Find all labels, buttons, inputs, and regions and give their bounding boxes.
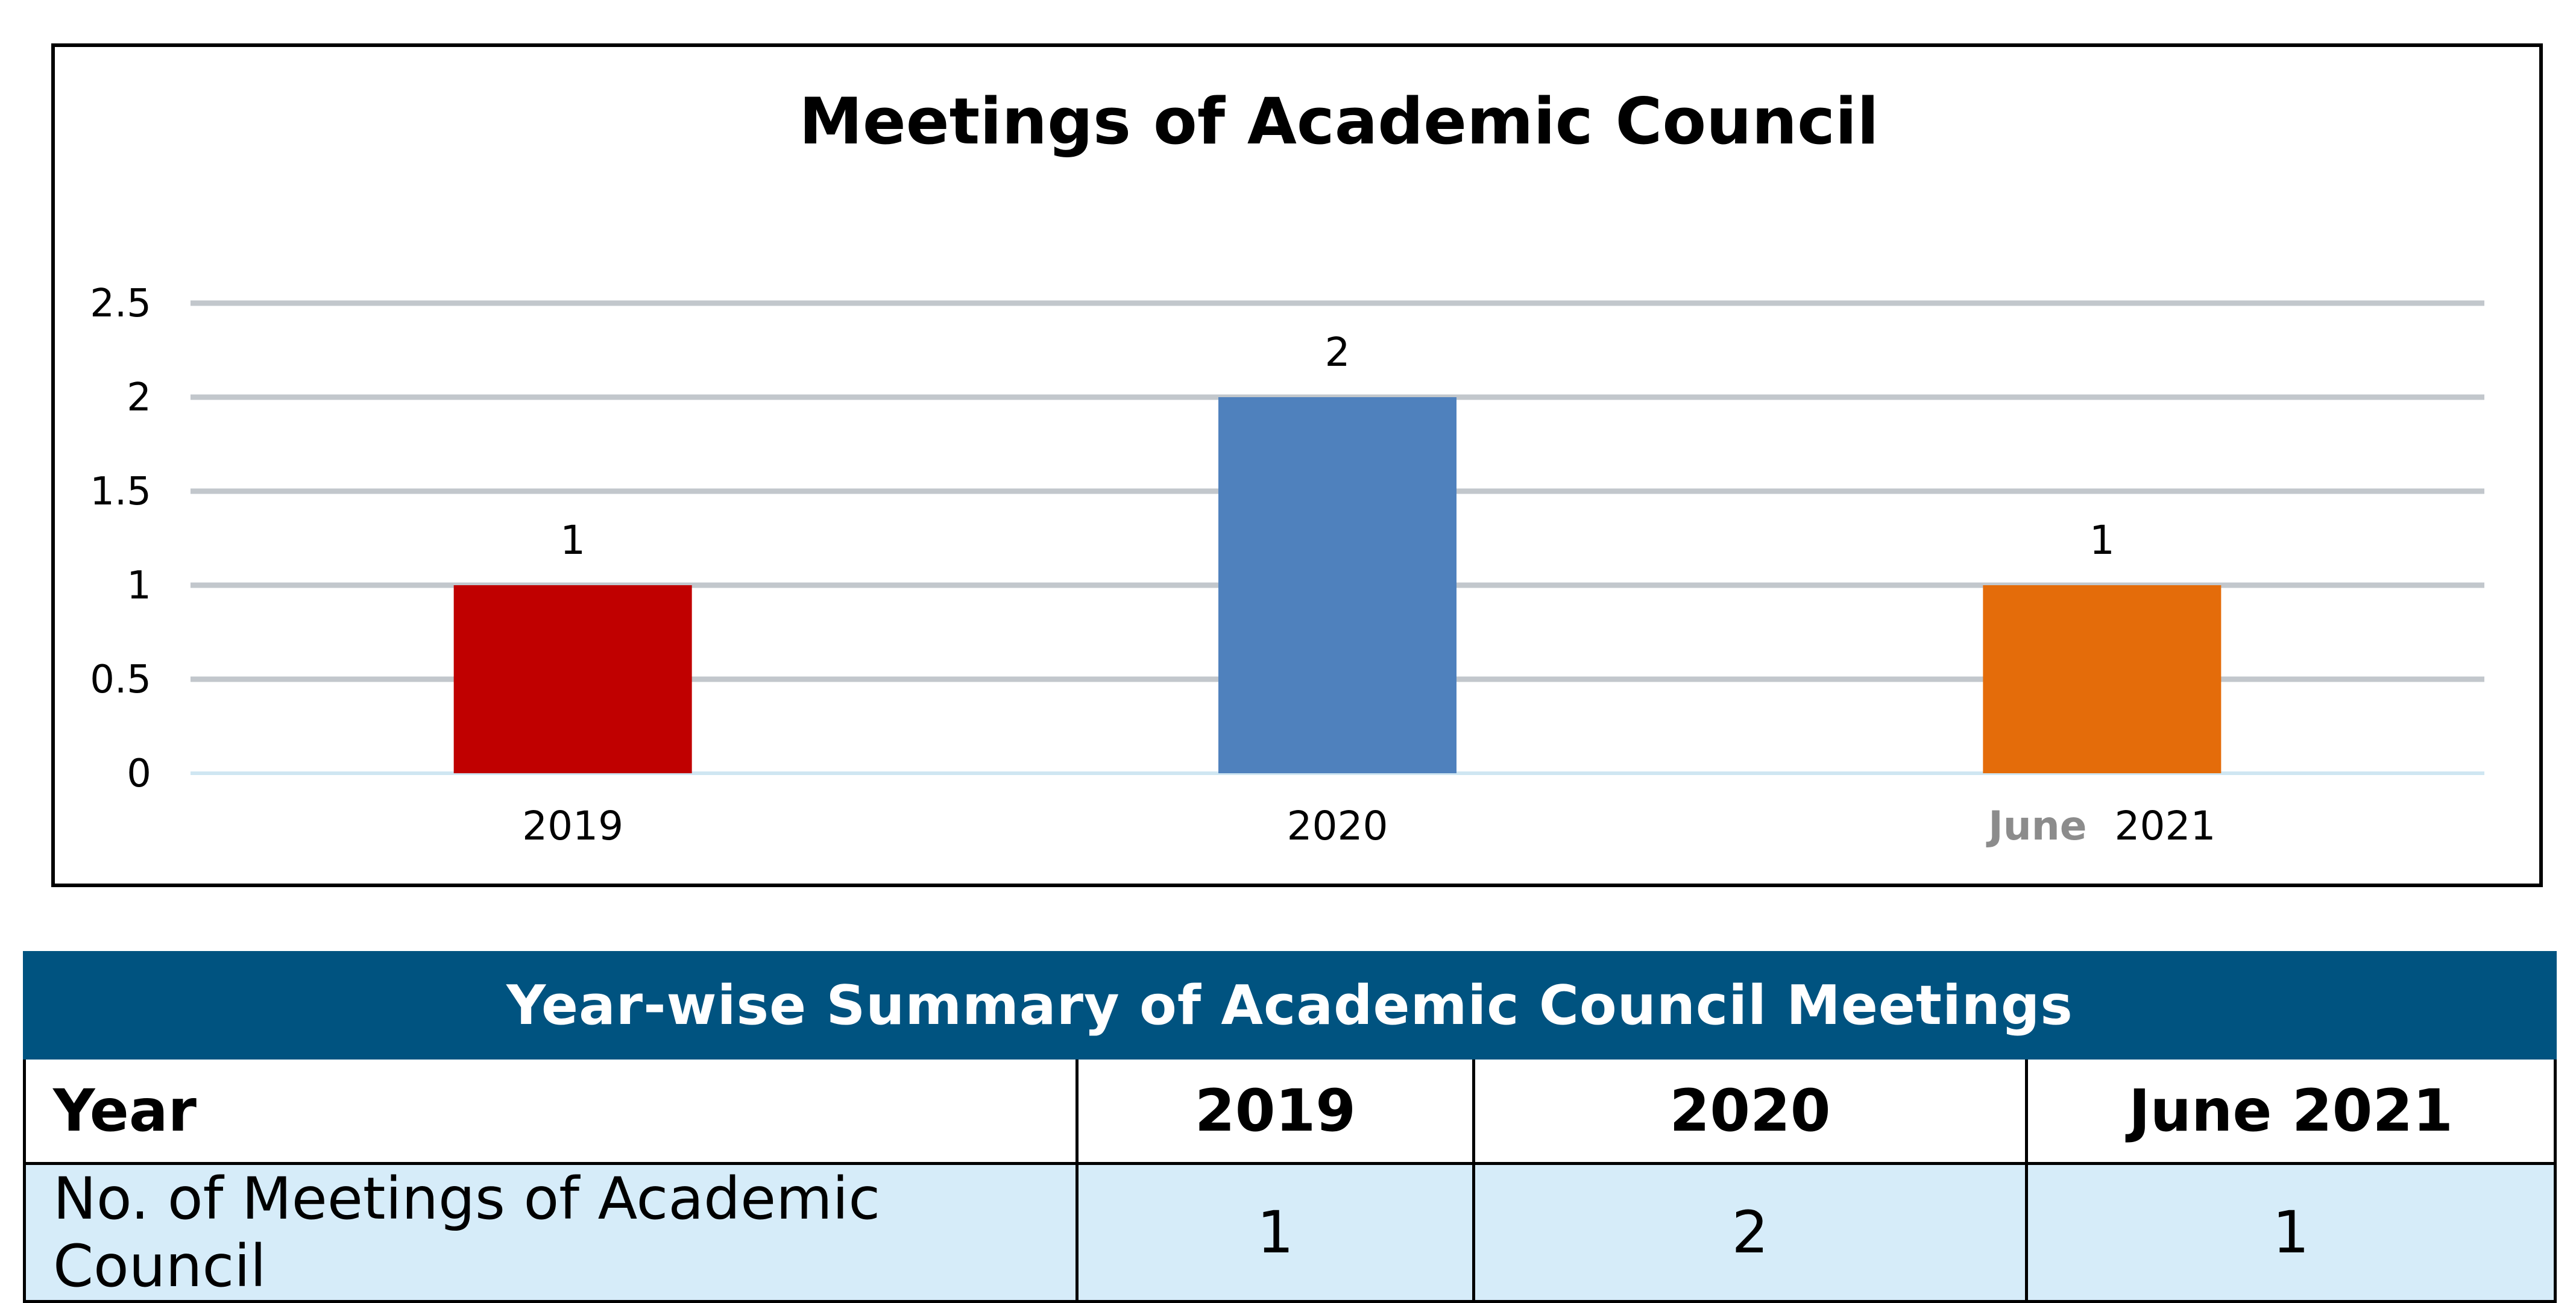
y-axis-ticks: 0 0.5 1 1.5 2 2.5 [90,281,151,796]
y-tick-label: 0 [127,752,151,796]
bar [453,585,692,773]
header-year-label: Year [23,1057,1079,1165]
table-header-row: Year 2019 2020 June 2021 [23,1057,2557,1165]
chart-container: Meetings of Academic Council 0 0.5 1 1.5 2 2.… [51,43,2543,887]
y-tick-label: 1.5 [90,469,151,514]
data-label: 1 [560,517,585,564]
y-tick-label: 1 [127,564,151,608]
count-2020: 2 [1472,1162,2028,1303]
x-category-year: 2020 [1287,803,1388,849]
count-2019: 1 [1075,1162,1475,1303]
header-year-2020: 2020 [1472,1057,2028,1165]
header-year-june-2021: June 2021 [2025,1057,2557,1165]
y-tick-label: 0.5 [90,658,151,702]
bar-chart: Meetings of Academic Council 0 0.5 1 1.5 2 2.… [90,84,2484,849]
y-tick-label: 2 [127,375,151,420]
data-label: 2 [1325,329,1350,375]
x-category-prefix: June [1986,803,2114,849]
x-category-label: 2020 [1287,803,1388,849]
count-june-2021: 1 [2025,1162,2557,1303]
data-label: 1 [2089,517,2115,564]
x-category-label: 2019 [522,803,623,849]
bar [1983,585,2222,773]
y-tick-label: 2.5 [90,281,151,326]
summary-table: Year-wise Summary of Academic Council Me… [23,951,2557,1303]
x-category-year: 2021 [2114,803,2215,849]
x-category-label: June 2021 [1986,803,2215,849]
bars [453,397,2222,773]
x-category-year: 2019 [522,803,623,849]
chart-title: Meetings of Academic Council [799,84,1878,159]
x-axis-categories: 2019 2020 June 2021 [522,803,2215,849]
header-year-2019: 2019 [1075,1057,1475,1165]
bar [1218,397,1456,773]
data-labels: 1 2 1 [560,329,2115,564]
table-caption: Year-wise Summary of Academic Council Me… [23,951,2557,1060]
row-label-meetings: No. of Meetings of Academic Council [23,1162,1079,1303]
table-row: No. of Meetings of Academic Council 1 2 … [23,1162,2557,1303]
